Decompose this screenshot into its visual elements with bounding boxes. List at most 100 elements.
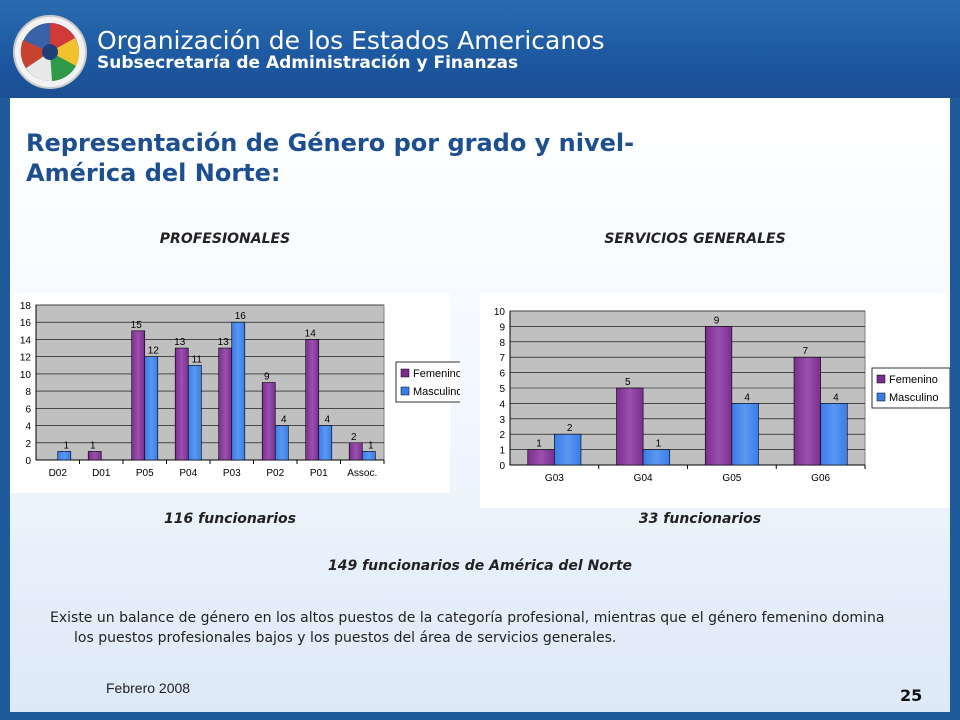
bar-femenino-d01	[87, 451, 102, 461]
y-tick-label: 10	[494, 307, 506, 318]
data-label-masculino-p03: 16	[235, 311, 247, 322]
servicios-generales-caption: SERVICIOS GENERALES	[604, 231, 786, 247]
data-label-masculino-assoc: 1	[368, 440, 374, 451]
organization-name: Organización de los Estados Americanos	[97, 26, 605, 55]
bar-femenino-g05	[704, 326, 733, 466]
data-label-femenino-assoc: 2	[351, 432, 357, 443]
data-label-masculino-g06: 4	[833, 392, 839, 403]
y-tick-label: 1	[499, 446, 505, 457]
y-tick-label: 16	[20, 318, 32, 329]
x-tick-label-g05: G05	[722, 473, 741, 484]
data-label-femenino-p04: 13	[174, 337, 186, 348]
data-label-femenino-p02: 9	[264, 372, 270, 383]
bar-masculino-p01	[318, 425, 333, 461]
legend-swatch-femenino	[876, 374, 886, 384]
y-tick-label: 0	[25, 456, 31, 467]
legend-label-masculino: Masculino	[889, 392, 939, 404]
chart-legend: Femenino Masculino	[395, 361, 460, 403]
y-tick-label: 7	[499, 353, 505, 364]
bar-femenino-p01	[305, 339, 320, 461]
bar-masculino-p04	[187, 364, 202, 461]
profesionales-caption: PROFESIONALES	[159, 231, 291, 247]
summary-text: Existe un balance de género en los altos…	[50, 610, 885, 646]
y-tick-label: 18	[20, 301, 32, 312]
legend-label-femenino: Femenino	[889, 374, 938, 386]
x-tick-label-g04: G04	[634, 473, 653, 484]
data-label-femenino-p05: 15	[131, 320, 143, 331]
y-tick-label: 12	[20, 353, 32, 364]
y-tick-label: 14	[20, 335, 32, 346]
y-tick-label: 3	[499, 415, 505, 426]
profesionales-chart: 024681012141618D021D011P051512P041311P03…	[10, 293, 460, 493]
data-label-masculino-g05: 4	[744, 392, 750, 403]
bar-femenino-p04	[174, 347, 189, 461]
y-tick-label: 5	[499, 384, 505, 395]
bar-femenino-p02	[261, 382, 276, 461]
profesionales-count: 116 funcionarios	[164, 511, 296, 527]
data-label-masculino-p05: 12	[148, 346, 160, 357]
data-label-femenino-p03: 13	[218, 337, 230, 348]
x-tick-label-g06: G06	[811, 473, 830, 484]
legend-label-masculino: Masculino	[413, 386, 460, 398]
data-label-masculino-p02: 4	[281, 415, 287, 426]
legend-box	[871, 367, 950, 409]
slide-header: Organización de los Estados Americanos S…	[0, 0, 960, 98]
data-label-femenino-g03: 1	[536, 439, 542, 450]
y-tick-label: 0	[499, 461, 505, 472]
bar-masculino-p02	[274, 425, 289, 461]
data-label-femenino-g05: 9	[714, 315, 720, 326]
bar-masculino-g05	[731, 403, 759, 466]
y-tick-label: 6	[499, 369, 505, 380]
bar-masculino-p05	[144, 356, 159, 461]
slide-title-line1: Representación de Género por grado y niv…	[26, 129, 635, 157]
data-label-masculino-d02: 1	[63, 440, 69, 451]
slide-title: Representación de Género por grado y niv…	[26, 128, 746, 188]
bar-femenino-g06	[793, 356, 821, 466]
x-tick-label-d02: D02	[49, 468, 68, 479]
legend-label-femenino: Femenino	[413, 368, 460, 380]
page-number: 25	[900, 686, 923, 705]
legend-box	[395, 361, 460, 403]
x-tick-label-p03: P03	[223, 468, 241, 479]
y-tick-label: 6	[25, 404, 31, 415]
bar-femenino-g03	[527, 449, 555, 466]
bar-masculino-assoc	[361, 451, 376, 461]
slide-content: Representación de Género por grado y niv…	[10, 98, 950, 712]
bar-masculino-g06	[820, 403, 848, 466]
bar-masculino-d02	[57, 451, 72, 461]
y-tick-label: 8	[499, 338, 505, 349]
x-tick-label-p02: P02	[266, 468, 284, 479]
servicios-generales-chart: 0 1 2 3 4 5 6 7 8 9 10 G03 1 2 G04 5 1 G05 9 4 G06 7 4 Femenino…	[480, 293, 950, 508]
y-tick-label: 2	[499, 430, 505, 441]
bar-masculino-g03	[554, 433, 582, 466]
x-tick-label-assoc: Assoc.	[347, 468, 377, 479]
data-label-masculino-g03: 2	[567, 423, 573, 434]
bar-femenino-assoc	[348, 442, 363, 461]
department-name: Subsecretaría de Administración y Finanz…	[97, 53, 519, 73]
x-tick-label-p05: P05	[136, 468, 154, 479]
slide-title-line2: América del Norte:	[26, 159, 281, 187]
bar-femenino-g04	[616, 387, 644, 466]
legend-swatch-femenino	[400, 368, 410, 378]
data-label-femenino-p01: 14	[305, 328, 317, 339]
bar-masculino-p03	[231, 321, 246, 461]
legend-swatch-masculino	[876, 392, 886, 402]
data-label-femenino-d01: 1	[90, 440, 96, 451]
servicios-generales-count: 33 funcionarios	[638, 511, 762, 527]
y-tick-label: 8	[25, 387, 31, 398]
data-label-masculino-p01: 4	[324, 415, 330, 426]
data-label-masculino-p04: 11	[192, 354, 203, 365]
bar-masculino-g04	[642, 449, 671, 466]
y-tick-label: 4	[499, 399, 505, 410]
y-tick-label: 2	[25, 439, 31, 450]
bar-femenino-p03	[218, 347, 233, 461]
x-tick-label-g03: G03	[545, 473, 564, 484]
data-label-femenino-g06: 7	[803, 346, 809, 357]
bar-femenino-p05	[131, 330, 146, 461]
y-tick-label: 9	[499, 322, 505, 333]
total-count: 149 funcionarios de América del Norte	[327, 558, 633, 574]
oas-logo-icon	[13, 15, 87, 89]
x-tick-label-p01: P01	[310, 468, 328, 479]
legend-swatch-masculino	[400, 386, 410, 396]
data-label-masculino-g04: 1	[656, 439, 662, 450]
